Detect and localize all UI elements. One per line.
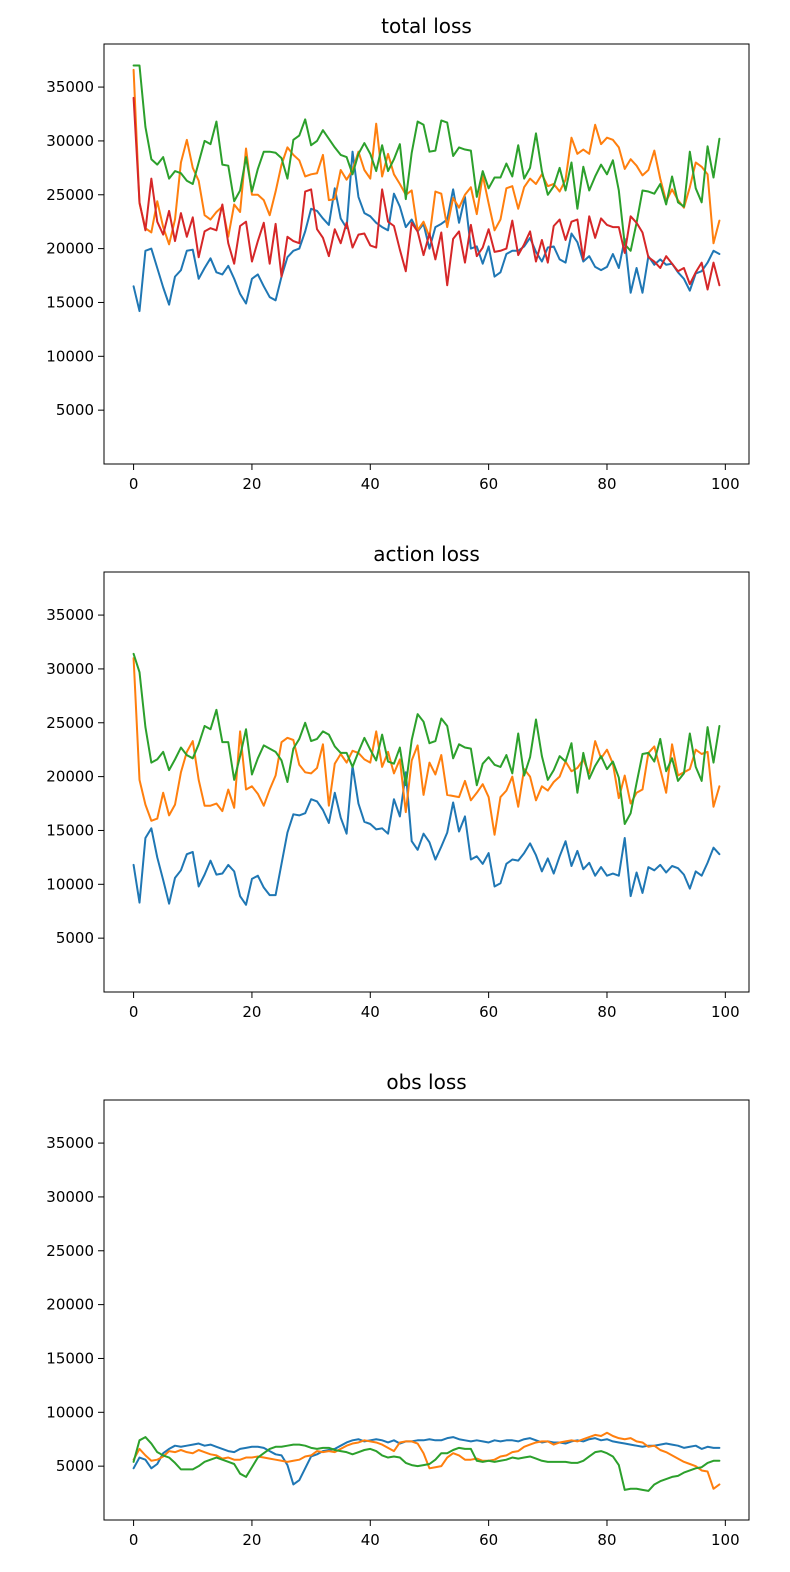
x-tick-label: 20 bbox=[242, 1531, 261, 1549]
y-tick-label: 20000 bbox=[46, 1296, 94, 1314]
subplot-action-loss: action loss 0 20 40 60 80 100 5000 10000 15000 20… bbox=[46, 542, 750, 1021]
x-tick-label: 60 bbox=[479, 1003, 498, 1021]
y-tick-label: 30000 bbox=[46, 132, 94, 150]
y-tick-label: 30000 bbox=[46, 1188, 94, 1206]
y-tick-label: 5000 bbox=[56, 1457, 94, 1475]
x-tick-label: 60 bbox=[479, 1531, 498, 1549]
x-tick-label: 0 bbox=[129, 1531, 139, 1549]
x-tick-label: 100 bbox=[711, 475, 740, 493]
subplot-total-loss: total loss 0 20 40 60 80 100 5000 10000 15000 200… bbox=[46, 14, 750, 493]
y-tick-label: 15000 bbox=[46, 821, 94, 839]
y-tick-label: 15000 bbox=[46, 293, 94, 311]
y-tick-label: 20000 bbox=[46, 768, 94, 786]
y-tick-label: 20000 bbox=[46, 240, 94, 258]
y-tick-label: 35000 bbox=[46, 606, 94, 624]
x-tick-label: 40 bbox=[361, 475, 380, 493]
y-tick-label: 35000 bbox=[46, 1134, 94, 1152]
series-line-2 bbox=[132, 64, 721, 252]
subplot-title: action loss bbox=[373, 542, 480, 566]
series-line-0 bbox=[132, 764, 721, 906]
series-line-0 bbox=[132, 150, 721, 313]
x-tick-label: 80 bbox=[597, 475, 616, 493]
plot-area: 0 20 40 60 80 100 5000 10000 15000 20000 25000 3000… bbox=[46, 43, 750, 493]
x-tick-label: 40 bbox=[361, 1531, 380, 1549]
plot-area: 0 20 40 60 80 100 5000 10000 15000 20000 25000 3000… bbox=[46, 571, 750, 1021]
x-tick-label: 20 bbox=[242, 1003, 261, 1021]
x-tick-label: 40 bbox=[361, 1003, 380, 1021]
y-tick-label: 25000 bbox=[46, 186, 94, 204]
y-tick-label: 15000 bbox=[46, 1349, 94, 1367]
subplot-title: obs loss bbox=[386, 1070, 466, 1094]
series-line-2 bbox=[132, 652, 721, 825]
series-line-3 bbox=[132, 96, 721, 291]
y-tick-label: 35000 bbox=[46, 78, 94, 96]
plot-frame bbox=[103, 43, 750, 465]
y-tick-label: 25000 bbox=[46, 1242, 94, 1260]
y-tick-label: 10000 bbox=[46, 1403, 94, 1421]
y-tick-label: 10000 bbox=[46, 875, 94, 893]
plot-frame bbox=[103, 571, 750, 993]
y-tick-label: 10000 bbox=[46, 347, 94, 365]
y-tick-label: 30000 bbox=[46, 660, 94, 678]
x-tick-label: 100 bbox=[711, 1531, 740, 1549]
x-tick-label: 100 bbox=[711, 1003, 740, 1021]
y-tick-label: 5000 bbox=[56, 929, 94, 947]
subplot-title: total loss bbox=[381, 14, 472, 38]
series-line-1 bbox=[132, 1431, 721, 1490]
x-tick-label: 80 bbox=[597, 1531, 616, 1549]
subplot-obs-loss: obs loss 0 20 40 60 80 100 5000 10000 15000 20000… bbox=[46, 1070, 750, 1549]
x-tick-label: 60 bbox=[479, 475, 498, 493]
x-tick-label: 0 bbox=[129, 475, 139, 493]
series-line-1 bbox=[132, 68, 721, 246]
series-line-0 bbox=[132, 1436, 721, 1486]
x-tick-label: 20 bbox=[242, 475, 261, 493]
series-line-2 bbox=[132, 1436, 721, 1492]
series-line-1 bbox=[132, 657, 721, 836]
x-tick-label: 0 bbox=[129, 1003, 139, 1021]
y-tick-label: 5000 bbox=[56, 401, 94, 419]
x-tick-label: 80 bbox=[597, 1003, 616, 1021]
plot-area: 0 20 40 60 80 100 5000 10000 15000 20000 25000 3000… bbox=[46, 1099, 750, 1549]
y-tick-label: 25000 bbox=[46, 714, 94, 732]
plot-frame bbox=[103, 1099, 750, 1521]
